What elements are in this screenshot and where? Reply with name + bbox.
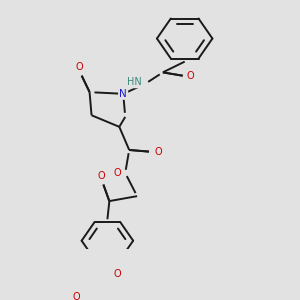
Text: N: N <box>119 89 127 99</box>
Text: HN: HN <box>127 77 142 87</box>
Text: O: O <box>154 147 162 157</box>
Text: O: O <box>113 168 121 178</box>
Text: O: O <box>73 292 80 300</box>
Text: O: O <box>187 71 194 81</box>
Text: O: O <box>113 269 121 279</box>
Text: O: O <box>76 62 83 72</box>
Text: O: O <box>98 171 105 181</box>
